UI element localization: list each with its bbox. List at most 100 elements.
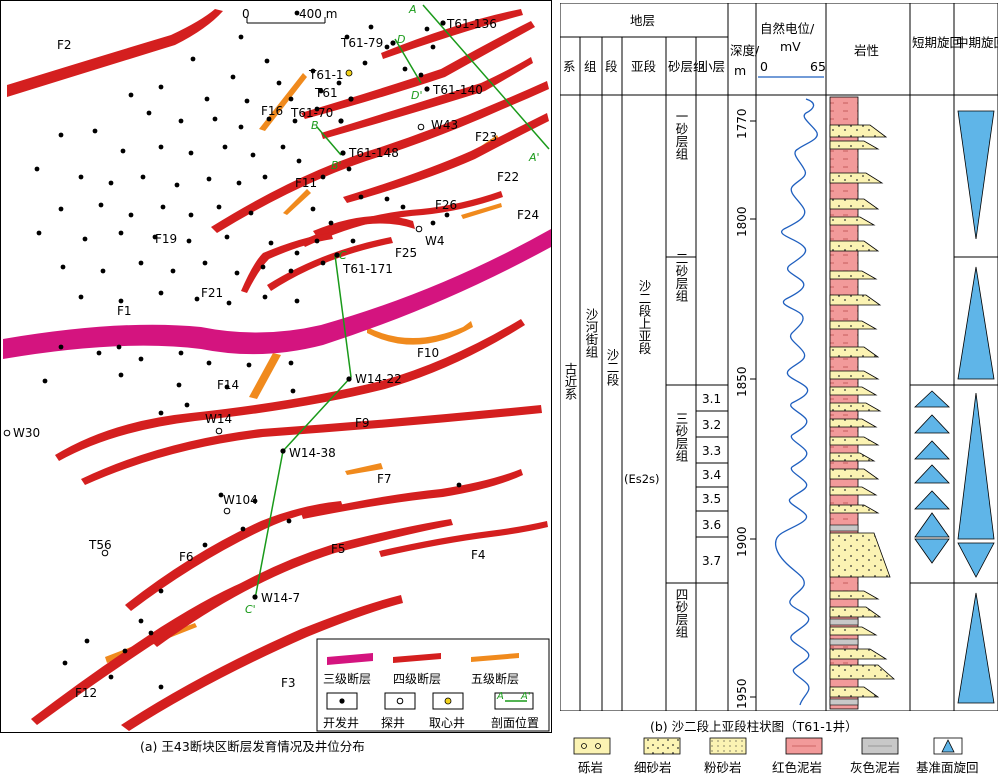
label-t61-1: T61-1	[308, 68, 344, 82]
label-f6: F6	[179, 550, 194, 564]
label-section-b: B	[311, 119, 319, 132]
section-lines	[254, 4, 550, 600]
header-sp-max: 65	[810, 59, 826, 74]
legend-section-a: A	[496, 691, 504, 702]
fault-map-frame: 0 400 m F2 F16 F23 F22 F24 F19 F11 F26 F…	[0, 0, 552, 733]
label-w14-7: W14-7	[261, 591, 300, 605]
label-section-a2: A'	[528, 151, 540, 164]
fault-f24	[461, 203, 502, 219]
header-layer: 小层	[700, 59, 725, 74]
sand-group-3: 三砂层组	[674, 412, 689, 462]
label-f21: F21	[201, 286, 223, 300]
label-t61-70: T61-70	[290, 106, 333, 120]
label-f12: F12	[75, 686, 97, 700]
legend-siltstone: 粉砂岩	[704, 760, 742, 775]
label-w104: W104	[223, 493, 258, 507]
layer-3-5: 3.5	[702, 492, 721, 506]
legend-fine-sandstone: 细砂岩	[634, 760, 672, 775]
header-mid-cycle: 中期旋回	[956, 35, 998, 50]
label-t61-140: T61-140	[432, 83, 483, 97]
lithology-legend: 砾岩 细砂岩 粉砂岩 红色泥岩 灰色泥岩 基准面旋回	[560, 734, 998, 776]
fault-f11	[283, 189, 311, 215]
header-system: 系	[563, 59, 576, 74]
fault-f2-east	[381, 9, 523, 59]
map-legend	[316, 638, 550, 732]
header-depth-unit: m	[734, 63, 746, 78]
exploration-wells	[3, 123, 425, 557]
fault-f21-b	[267, 237, 393, 291]
sand-group-1: 一砂层组	[674, 110, 689, 160]
coring-well-t61-1	[345, 69, 353, 77]
depth-1770: 1770	[735, 108, 749, 139]
fault-f4	[379, 521, 548, 557]
section-aa	[422, 4, 550, 150]
layer-3-4: 3.4	[702, 468, 721, 482]
legend-third-fault: 三级断层	[323, 671, 371, 686]
label-section-b2: B'	[331, 159, 342, 172]
label-w14-22: W14-22	[355, 372, 402, 386]
label-section-c2: C'	[245, 603, 256, 616]
label-f3: F3	[281, 676, 296, 690]
header-sp: 自然电位/	[760, 21, 815, 36]
label-w4: W4	[425, 234, 445, 248]
legend-red-mudstone: 红色泥岩	[772, 760, 822, 775]
fault-f5-east	[301, 469, 523, 519]
label-t56: T56	[88, 538, 112, 552]
header-submember: 亚段	[631, 59, 656, 74]
label-w14-38: W14-38	[289, 446, 336, 460]
header-short-cycle: 短期旋回	[912, 35, 962, 50]
labeled-dev-wells	[252, 20, 446, 600]
scale-zero: 0	[242, 7, 250, 21]
label-section-d: D	[397, 33, 405, 46]
fault-f12	[31, 575, 263, 725]
layer-3-7: 3.7	[702, 554, 721, 568]
fourth-faults	[7, 9, 549, 731]
fault-f26	[301, 191, 503, 247]
depth-1950: 1950	[735, 678, 749, 709]
fault-f14	[249, 353, 281, 399]
layer-3-6: 3.6	[702, 518, 721, 532]
section-bb	[316, 126, 342, 156]
header-depth: 深度/	[730, 43, 760, 58]
label-section-c: C	[339, 249, 347, 262]
header-strata: 地层	[630, 13, 655, 28]
label-f5: F5	[331, 542, 346, 556]
legend-fifth-fault: 五级断层	[471, 671, 519, 686]
fault-f19	[211, 81, 549, 233]
fault-f22	[343, 113, 549, 203]
label-f2: F2	[57, 38, 72, 52]
label-f16: F16	[261, 104, 283, 118]
fault-north-b	[321, 57, 533, 139]
label-f24: F24	[517, 208, 539, 222]
label-w14: W14	[205, 412, 232, 426]
legend-dev-well: 开发井	[323, 715, 359, 730]
submember-code: (Es2s)	[624, 472, 660, 486]
submember-label: 沙二段上亚段	[637, 280, 652, 356]
fault-f3	[121, 595, 403, 731]
legend-gray-mudstone: 灰色泥岩	[850, 760, 900, 775]
label-f23: F23	[475, 130, 497, 144]
label-t61-136: T61-136	[446, 17, 497, 31]
label-f10: F10	[417, 346, 439, 360]
label-f26: F26	[435, 198, 457, 212]
header-lithology: 岩性	[854, 43, 879, 58]
sand-group-2: 二砂层组	[674, 252, 689, 302]
label-t61-171: T61-171	[342, 262, 393, 276]
scale-bar	[246, 17, 326, 24]
fault-north-a	[301, 21, 535, 119]
label-f14: F14	[217, 378, 239, 392]
header-formation: 组	[584, 59, 597, 74]
label-f7: F7	[377, 472, 392, 486]
depth-1850: 1850	[735, 366, 749, 397]
system-label: 古近系	[563, 361, 578, 400]
legend-base-cycle: 基准面旋回	[916, 760, 979, 775]
fault-f1	[3, 229, 551, 359]
fault-f21	[241, 233, 333, 293]
fault-f9	[81, 405, 542, 485]
header-member: 段	[605, 59, 618, 74]
development-wells	[34, 10, 462, 690]
label-section-a: A	[408, 3, 417, 16]
fault-map: 0 400 m F2 F16 F23 F22 F24 F19 F11 F26 F…	[3, 3, 551, 732]
label-w43: W43	[431, 118, 458, 132]
label-f19: F19	[155, 232, 177, 246]
